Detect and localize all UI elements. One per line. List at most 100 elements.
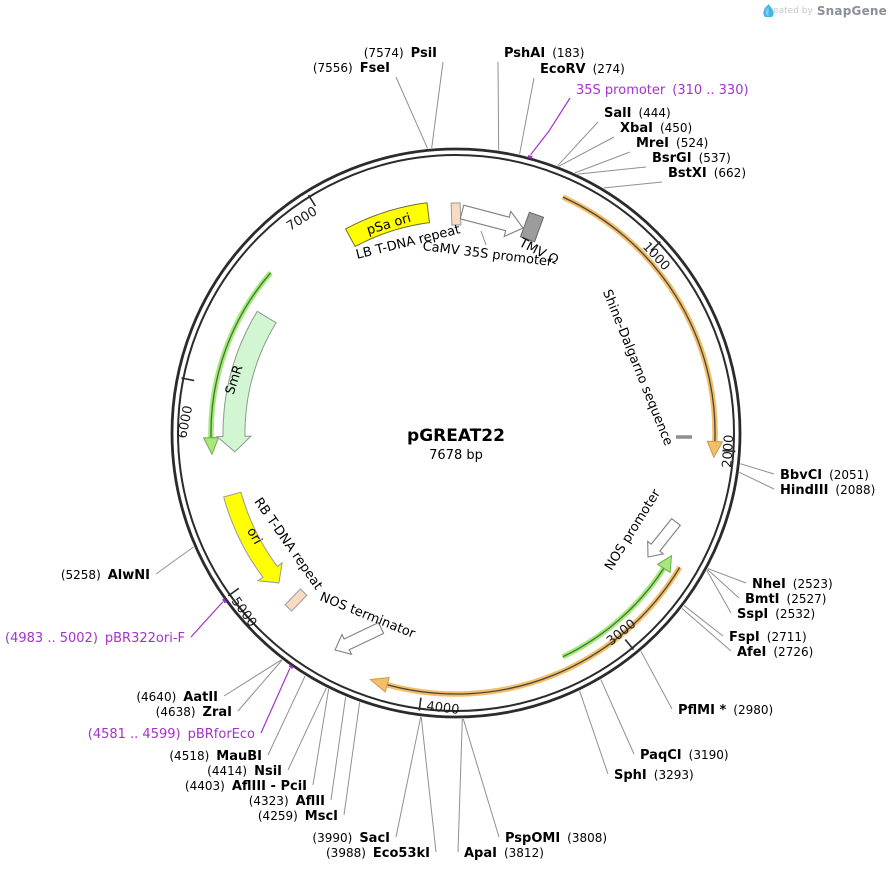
restriction-site-label[interactable]: (5258) AlwNI <box>61 568 150 583</box>
feature-lb-tdna-repeat[interactable] <box>450 202 462 226</box>
primer-mark[interactable] <box>222 598 227 604</box>
restriction-site-label[interactable]: BmtI (2527) <box>745 592 826 607</box>
restriction-site-label[interactable]: (4638) ZraI <box>156 705 232 720</box>
restriction-site-label[interactable]: (4640) AatII <box>136 690 218 705</box>
restriction-site-label[interactable]: EcoRV (274) <box>540 62 625 77</box>
restriction-site-label[interactable]: FspI (2711) <box>729 630 807 645</box>
leader-line <box>574 151 631 174</box>
restriction-site-label[interactable]: (4323) AflII <box>249 794 325 809</box>
leader-line <box>600 679 635 755</box>
leader-line <box>395 716 422 838</box>
feature-label[interactable]: ori <box>243 525 264 547</box>
feature-ori[interactable] <box>223 491 283 584</box>
tick-mark <box>722 449 736 453</box>
restriction-site-label[interactable]: (7556) FseI <box>313 61 390 76</box>
leader-line <box>640 650 673 710</box>
feature-arc-smr-arrowhead <box>202 437 220 456</box>
restriction-site-label[interactable]: PflMI * (2980) <box>678 703 773 718</box>
restriction-site-label[interactable]: (4403) AflIII - PciI <box>185 779 307 794</box>
snapgene-logo-icon <box>763 4 775 17</box>
leader-line <box>519 77 535 155</box>
plasmid-backbone-ring <box>177 154 735 712</box>
restriction-site-label[interactable]: ApaI (3812) <box>464 846 544 861</box>
restriction-site-label[interactable]: SalI (444) <box>604 106 671 121</box>
feature-smr[interactable] <box>215 310 277 453</box>
primer-leader-line <box>260 668 291 734</box>
feature-label[interactable]: Shine-Dalgarno sequence <box>599 287 675 447</box>
leader-line <box>497 61 500 151</box>
leader-line <box>558 136 615 167</box>
leader-line <box>577 166 647 175</box>
tick-label: 7000 <box>284 204 320 234</box>
leader-line <box>395 76 428 149</box>
plasmid-name: pGREAT22 <box>407 426 505 446</box>
tick-mark <box>418 697 422 711</box>
restriction-site-label[interactable]: AfeI (2726) <box>737 645 813 660</box>
restriction-site-label[interactable]: HindIII (2088) <box>780 483 875 498</box>
leader-line <box>237 659 283 712</box>
watermark-prefix: Created by <box>763 6 813 16</box>
primer-label[interactable]: (4983 .. 5002) pBR322ori-F <box>5 631 185 646</box>
restriction-site-label[interactable]: (7574) PsiI <box>364 46 437 61</box>
leader-line <box>480 230 487 246</box>
restriction-site-label[interactable]: XbaI (450) <box>620 121 692 136</box>
restriction-site-label[interactable]: BsrGI (537) <box>652 151 731 166</box>
tick-mark <box>650 241 661 252</box>
leader-line <box>420 716 437 853</box>
restriction-site-label[interactable]: NheI (2523) <box>752 577 833 592</box>
feature-arc-orange-arrowhead <box>369 676 390 693</box>
leader-line <box>431 61 444 149</box>
leader-line <box>681 607 732 652</box>
plasmid-size: 7678 bp <box>429 448 483 463</box>
leader-line <box>603 181 663 189</box>
tick-mark <box>307 194 317 207</box>
leader-line <box>330 696 347 801</box>
feature-tmv-omega[interactable] <box>519 211 545 243</box>
leader-line <box>287 687 327 771</box>
leader-line <box>557 121 599 167</box>
feature-arc-smr-line <box>210 272 272 438</box>
feature-nos-terminator-arrow[interactable] <box>334 621 385 656</box>
feature-camv-35s-promoter-arrow[interactable] <box>459 204 524 238</box>
leader-line <box>739 471 775 490</box>
restriction-site-label[interactable]: SspI (2532) <box>737 607 815 622</box>
restriction-site-label[interactable]: PaqCI (3190) <box>640 748 729 763</box>
leader-line <box>707 569 740 599</box>
feature-nos-promoter-arrow[interactable] <box>647 517 682 558</box>
leader-line <box>579 690 609 775</box>
snapgene-watermark: Created by SnapGene <box>763 4 887 18</box>
feature-rb-tdna-repeat[interactable] <box>284 588 308 612</box>
leader-line <box>707 568 747 584</box>
restriction-site-label[interactable]: PspOMI (3808) <box>505 831 607 846</box>
primer-mark[interactable] <box>288 664 294 669</box>
leader-line <box>155 546 194 575</box>
restriction-site-label[interactable]: BbvCI (2051) <box>780 468 869 483</box>
restriction-site-label[interactable]: (4259) MscI <box>258 809 338 824</box>
restriction-site-label[interactable]: (3990) SacI <box>312 831 390 846</box>
primer-label[interactable]: 35S promoter (310 .. 330) <box>576 83 749 98</box>
primer-label[interactable]: (4581 .. 4599) pBRforEco <box>88 727 255 742</box>
watermark-brand: SnapGene <box>816 4 887 18</box>
leader-line <box>706 570 732 614</box>
primer-leader-line <box>530 97 571 156</box>
feature-arc-orange-line <box>387 566 681 695</box>
leader-line <box>462 718 500 838</box>
primer-leader-line <box>190 601 224 638</box>
leader-line <box>267 675 306 756</box>
leader-line <box>343 702 361 816</box>
restriction-site-label[interactable]: SphI (3293) <box>614 768 694 783</box>
restriction-site-label[interactable]: (3988) Eco53kI <box>326 846 430 861</box>
tick-mark <box>624 638 635 651</box>
restriction-site-label[interactable]: BstXI (662) <box>668 166 746 181</box>
feature-psa-ori[interactable] <box>344 202 431 248</box>
primer-mark[interactable] <box>527 154 533 159</box>
restriction-site-label[interactable]: (4518) MauBI <box>169 749 262 764</box>
restriction-site-label[interactable]: MreI (524) <box>636 136 708 151</box>
feature-arc-orange[interactable] <box>561 194 718 442</box>
feature-arc-orange-line <box>562 196 716 442</box>
restriction-site-label[interactable]: (4414) NsiI <box>207 764 282 779</box>
feature-label[interactable]: NOS promoter <box>602 486 664 573</box>
restriction-site-label[interactable]: PshAI (183) <box>504 46 584 61</box>
plasmid-backbone-ring <box>170 147 742 719</box>
